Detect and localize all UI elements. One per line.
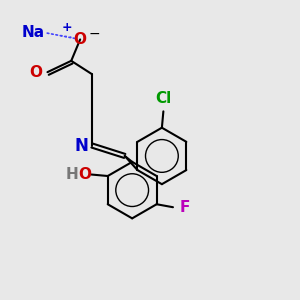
Text: +: + — [61, 21, 72, 34]
Text: Na: Na — [21, 25, 44, 40]
Text: O: O — [78, 167, 92, 182]
Text: O: O — [29, 64, 42, 80]
Text: Cl: Cl — [155, 91, 172, 106]
Text: F: F — [179, 200, 190, 215]
Text: −: − — [88, 27, 100, 41]
Text: N: N — [75, 136, 88, 154]
Text: H: H — [65, 167, 78, 182]
Text: O: O — [74, 32, 87, 47]
